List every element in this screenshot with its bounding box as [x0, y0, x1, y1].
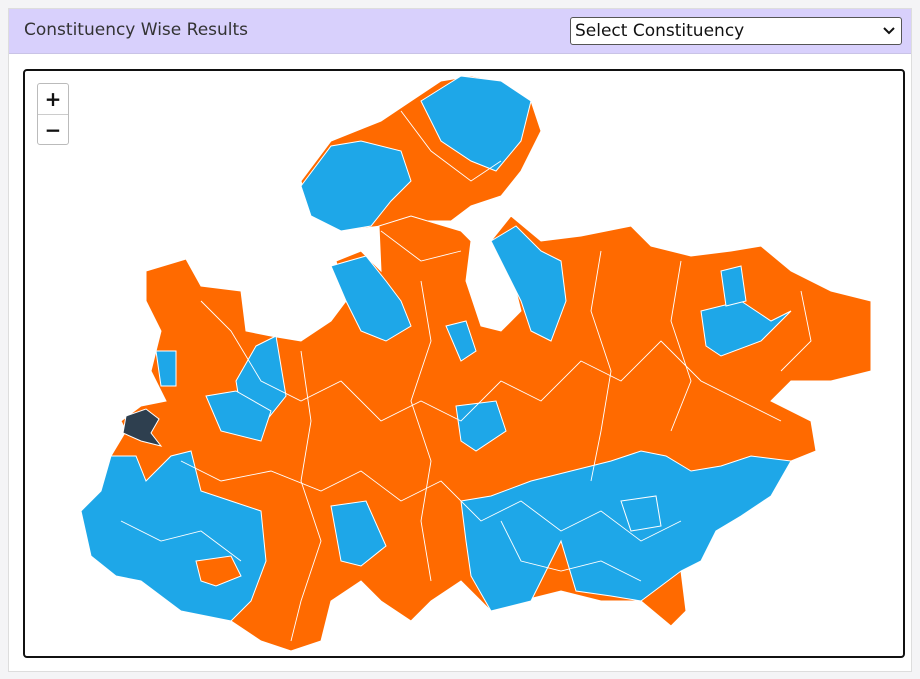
constituency-region[interactable] [490, 225, 567, 342]
results-card: Constituency Wise Results Select Constit… [8, 8, 912, 672]
boundary-line [780, 290, 812, 372]
constituency-region[interactable] [195, 555, 242, 587]
select-placeholder: Select Constituency [575, 21, 745, 41]
constituency-region[interactable] [420, 75, 532, 172]
boundary-line [380, 230, 462, 262]
boundary-line [590, 250, 612, 482]
boundary-line [500, 520, 642, 582]
constituency-region[interactable] [122, 408, 163, 447]
constituency-region[interactable] [330, 500, 387, 567]
constituency-region[interactable] [155, 350, 177, 387]
boundary-line [180, 460, 682, 542]
constituency-map[interactable] [23, 69, 905, 658]
boundary-line [400, 110, 502, 182]
boundary-line [670, 260, 692, 432]
constituency-region[interactable] [700, 300, 792, 357]
map-frame: + − [23, 69, 905, 658]
boundary-line [290, 350, 322, 642]
zoom-control: + − [37, 83, 69, 145]
select-arrow [883, 27, 895, 35]
constituency-region[interactable] [330, 255, 412, 342]
constituency-region[interactable] [300, 140, 412, 232]
card-header: Constituency Wise Results Select Constit… [9, 9, 911, 54]
constituency-region[interactable] [720, 265, 747, 307]
constituency-region[interactable] [460, 450, 792, 612]
constituency-region[interactable] [445, 320, 477, 362]
constituency-region[interactable] [205, 390, 272, 442]
card-title: Constituency Wise Results [24, 20, 249, 40]
constituency-region[interactable] [620, 495, 662, 532]
zoom-out[interactable]: − [38, 114, 68, 145]
boundary-line [120, 520, 242, 562]
boundary-line [410, 280, 432, 582]
boundary-line [200, 300, 782, 422]
zoom-in[interactable]: + [44, 87, 62, 111]
constituency-select[interactable]: Select Constituency [570, 17, 902, 45]
